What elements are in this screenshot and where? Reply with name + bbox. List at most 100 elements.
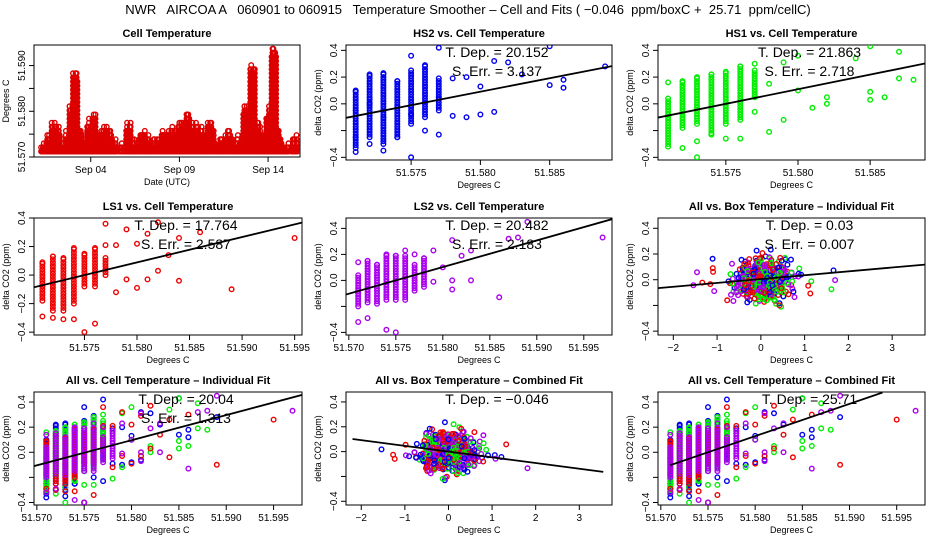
data-point xyxy=(433,452,440,459)
data-point xyxy=(789,416,796,423)
data-point xyxy=(39,266,46,273)
data-point xyxy=(480,458,487,465)
data-point xyxy=(752,404,759,411)
data-point xyxy=(896,75,903,82)
data-point xyxy=(714,492,721,499)
data-point xyxy=(60,307,67,314)
data-point xyxy=(722,91,729,98)
data-point xyxy=(60,302,67,309)
data-point xyxy=(454,470,461,477)
data-point xyxy=(676,432,683,439)
data-point xyxy=(686,427,693,434)
data-point xyxy=(727,271,734,278)
data-point xyxy=(49,262,56,269)
data-point xyxy=(81,425,88,432)
data-point xyxy=(763,297,770,304)
data-point xyxy=(137,449,144,456)
data-point xyxy=(515,234,522,241)
data-point xyxy=(43,431,50,438)
data-points xyxy=(39,219,298,335)
x-axis-label: Degrees C xyxy=(457,355,501,365)
y-tick-label: 0.4 xyxy=(641,43,652,57)
y-tick-label: 51.590 xyxy=(17,50,28,81)
data-point xyxy=(714,427,721,434)
data-point xyxy=(694,269,701,276)
data-point xyxy=(466,438,473,445)
data-point xyxy=(408,120,415,127)
fit-annotation: S. Err. = 2.718 xyxy=(765,63,855,79)
data-point xyxy=(62,484,69,491)
y-tick-label: −0.4 xyxy=(17,492,28,512)
data-point xyxy=(62,493,69,500)
plot-frame xyxy=(345,44,613,161)
data-point xyxy=(383,251,390,258)
fit-annotation: S. Err. = 2.587 xyxy=(141,236,231,252)
fit-annotation: S. Err. = 2.183 xyxy=(452,236,542,252)
data-point xyxy=(524,218,531,225)
data-point xyxy=(679,98,686,105)
data-point xyxy=(546,45,553,50)
data-point xyxy=(413,440,420,447)
data-point xyxy=(380,147,387,154)
data-point xyxy=(665,143,672,150)
data-point xyxy=(213,392,220,399)
data-point xyxy=(805,282,812,289)
data-point xyxy=(823,94,830,101)
data-point xyxy=(43,446,50,453)
data-point xyxy=(60,270,67,277)
data-point xyxy=(394,99,401,106)
data-point xyxy=(352,120,359,127)
data-point xyxy=(852,55,859,62)
data-point xyxy=(352,123,359,130)
data-point xyxy=(119,424,126,431)
data-point xyxy=(394,78,401,85)
data-point xyxy=(771,402,778,409)
data-point xyxy=(761,261,768,268)
data-point xyxy=(62,434,69,441)
data-point xyxy=(784,261,791,268)
data-point xyxy=(100,434,107,441)
chart-title: LS1 vs. Cell Temperature xyxy=(103,201,234,213)
data-point xyxy=(742,450,749,457)
data-point xyxy=(147,443,154,450)
data-point xyxy=(392,252,399,259)
chart-panel-all-vs-cell-individual: All vs. Cell Temperature – Individual Fi… xyxy=(1,375,303,535)
data-point xyxy=(705,419,712,426)
data-point xyxy=(667,429,674,436)
data-point xyxy=(461,435,468,442)
data-point xyxy=(380,114,387,121)
data-point xyxy=(408,72,415,79)
data-point xyxy=(422,111,429,118)
plot-frame xyxy=(657,391,926,506)
y-tick-label: 0.4 xyxy=(17,395,28,409)
data-point xyxy=(491,58,498,65)
data-point xyxy=(751,80,758,87)
data-point xyxy=(896,48,903,55)
data-point xyxy=(722,80,729,87)
data-point xyxy=(722,112,729,119)
data-point xyxy=(70,280,77,287)
data-point xyxy=(91,257,98,264)
data-point xyxy=(422,87,429,94)
data-point xyxy=(769,294,776,301)
data-point xyxy=(686,424,693,431)
data-point xyxy=(751,67,758,74)
data-point xyxy=(408,67,415,74)
data-point xyxy=(128,432,135,439)
data-point xyxy=(49,264,56,271)
data-point xyxy=(667,438,674,445)
data-point xyxy=(430,278,437,285)
y-tick-label: 0.0 xyxy=(329,96,340,110)
data-point xyxy=(394,88,401,95)
data-point xyxy=(394,94,401,101)
data-point xyxy=(723,420,730,427)
data-point xyxy=(137,458,144,465)
data-point xyxy=(777,254,784,261)
y-axis-label: delta CO2 (ppm) xyxy=(313,243,323,310)
y-tick-label: 0.0 xyxy=(329,444,340,458)
x-tick-label: 51.585 xyxy=(534,168,565,179)
data-point xyxy=(714,474,721,481)
data-point xyxy=(723,434,730,441)
data-point xyxy=(374,261,381,268)
fit-annotation: T. Dep. = −0.046 xyxy=(445,391,549,407)
